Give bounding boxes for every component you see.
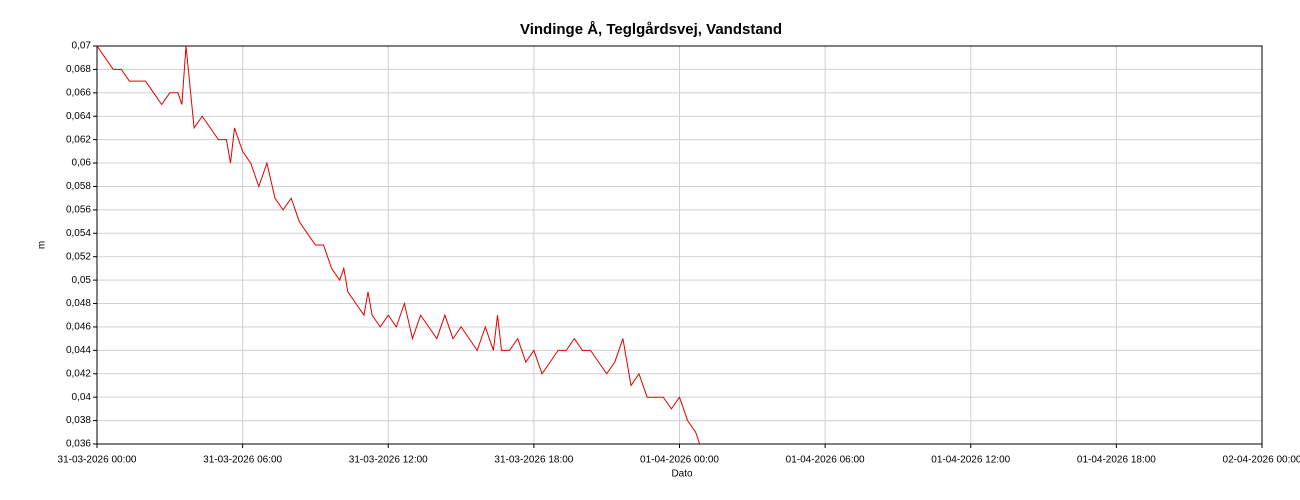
y-tick-label: 0,036 <box>66 439 91 450</box>
y-tick-label: 0,05 <box>72 275 92 286</box>
x-tick-label: 31-03-2026 12:00 <box>349 455 428 466</box>
chart-title: Vindinge Å, Teglgårdsvej, Vandstand <box>520 21 782 38</box>
y-tick-label: 0,054 <box>66 228 91 239</box>
y-tick-label: 0,044 <box>66 345 91 356</box>
x-tick-label: 31-03-2026 06:00 <box>203 455 282 466</box>
y-tick-label: 0,07 <box>72 41 92 52</box>
x-tick-label: 01-04-2026 18:00 <box>1077 455 1156 466</box>
y-tick-label: 0,064 <box>66 111 91 122</box>
y-tick-label: 0,06 <box>72 158 92 169</box>
y-tick-label: 0,062 <box>66 134 91 145</box>
x-tick-label: 01-04-2026 00:00 <box>640 455 719 466</box>
y-tick-label: 0,056 <box>66 205 91 216</box>
y-tick-label: 0,048 <box>66 298 91 309</box>
x-tick-label: 01-04-2026 12:00 <box>931 455 1010 466</box>
y-tick-label: 0,038 <box>66 415 91 426</box>
y-tick-label: 0,058 <box>66 181 91 192</box>
y-tick-label: 0,052 <box>66 251 91 262</box>
x-tick-label: 02-04-2026 00:00 <box>1223 455 1300 466</box>
y-tick-label: 0,066 <box>66 87 91 98</box>
x-tick-label: 31-03-2026 00:00 <box>58 455 137 466</box>
data-line <box>96 45 701 445</box>
y-tick-label: 0,042 <box>66 368 91 379</box>
x-tick-label: 31-03-2026 18:00 <box>494 455 573 466</box>
y-tick-label: 0,046 <box>66 322 91 333</box>
x-axis-label: Dato <box>671 469 693 480</box>
x-tick-label: 01-04-2026 06:00 <box>786 455 865 466</box>
y-axis-label: m <box>37 241 48 249</box>
plot-frame <box>96 45 1263 445</box>
y-tick-label: 0,068 <box>66 64 91 75</box>
y-tick-label: 0,04 <box>72 392 92 403</box>
